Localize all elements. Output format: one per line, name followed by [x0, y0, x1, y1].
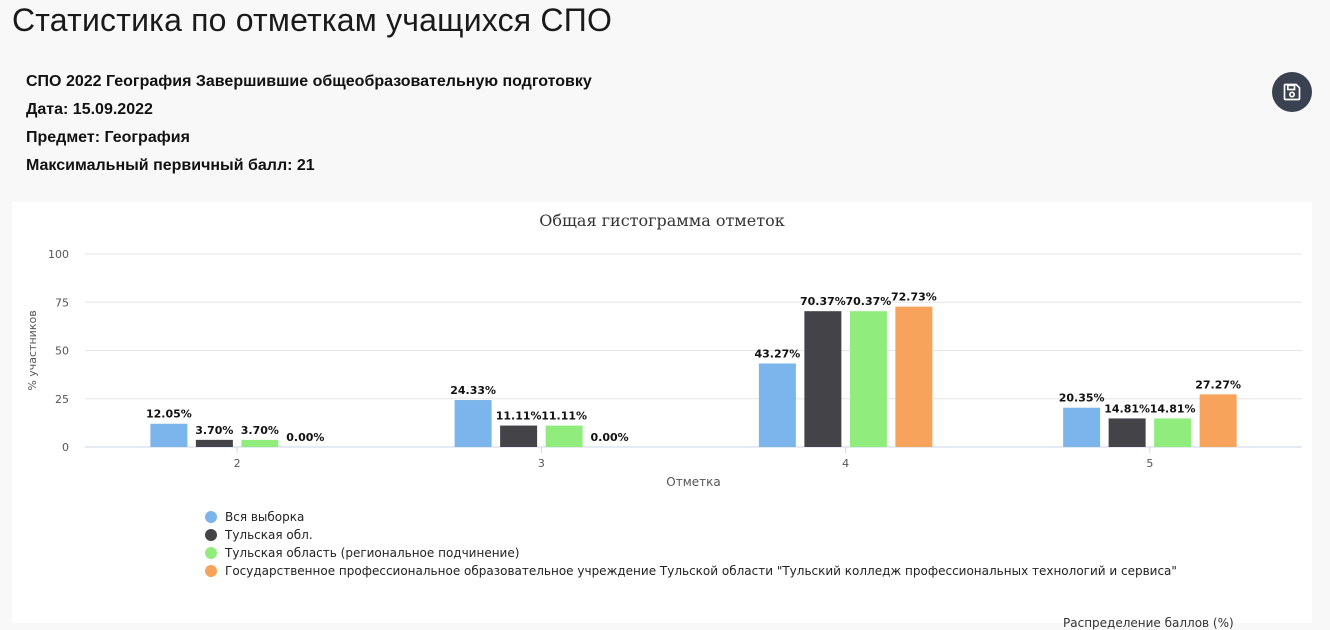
- legend-label: Государственное профессиональное образов…: [225, 564, 1177, 578]
- bar: [454, 400, 492, 447]
- legend-label: Тульская обл.: [225, 528, 313, 542]
- data-label: 72.73%: [891, 291, 937, 304]
- data-label: 27.27%: [1195, 378, 1241, 391]
- x-tick-label: 5: [1146, 457, 1153, 470]
- data-label: 11.11%: [496, 410, 542, 423]
- page-title: Статистика по отметкам учащихся СПО: [12, 2, 613, 38]
- legend-item[interactable]: Вся выборка: [205, 508, 1177, 526]
- grade-histogram-chart: Общая гистограмма отметок 0 25 50 75 100% уча…: [12, 202, 1312, 623]
- y-tick-label: 25: [55, 393, 69, 406]
- save-button[interactable]: [1272, 72, 1312, 112]
- y-tick-label: 100: [48, 248, 69, 261]
- bar: [1199, 394, 1237, 447]
- save-icon: [1283, 83, 1301, 101]
- data-label: 70.37%: [845, 295, 891, 308]
- legend-item[interactable]: Тульская обл.: [205, 526, 1177, 544]
- chart-legend: Вся выборка Тульская обл. Тульская область…: [205, 508, 1177, 580]
- y-axis-label: % участников: [26, 310, 39, 390]
- data-label: 14.81%: [1104, 402, 1150, 415]
- bar: [895, 306, 933, 447]
- bar: [500, 425, 538, 447]
- data-label: 0.00%: [286, 431, 324, 444]
- test-name: СПО 2022 География Завершившие общеобраз…: [26, 73, 592, 90]
- x-tick-label: 2: [234, 457, 241, 470]
- data-label: 0.00%: [591, 431, 629, 444]
- bar: [195, 439, 233, 447]
- data-label: 20.35%: [1059, 392, 1105, 405]
- data-label: 14.81%: [1150, 402, 1196, 415]
- bar: [804, 311, 842, 447]
- legend-marker: [205, 511, 217, 523]
- x-axis-label: Отметка: [666, 475, 720, 489]
- data-label: 24.33%: [450, 384, 496, 397]
- bar: [1108, 418, 1146, 447]
- bar: [241, 439, 279, 447]
- bar: [849, 311, 887, 447]
- y-tick-label: 50: [55, 345, 69, 358]
- data-label: 70.37%: [800, 295, 846, 308]
- bar: [1063, 407, 1101, 447]
- bar: [545, 425, 583, 447]
- test-info: СПО 2022 География Завершившие общеобраз…: [26, 70, 592, 182]
- test-date: Дата: 15.09.2022: [26, 101, 153, 118]
- bar: [1154, 418, 1192, 447]
- legend-marker: [205, 547, 217, 559]
- chart-title: Общая гистограмма отметок: [539, 211, 784, 230]
- y-tick-label: 0: [62, 441, 69, 454]
- footer-caption: Распределение баллов (%): [1063, 616, 1234, 630]
- data-label: 43.27%: [754, 347, 800, 360]
- legend-marker: [205, 565, 217, 577]
- bar: [758, 363, 796, 447]
- data-label: 3.70%: [241, 424, 279, 437]
- data-label: 3.70%: [195, 424, 233, 437]
- legend-item[interactable]: Государственное профессиональное образов…: [205, 562, 1177, 580]
- data-label: 11.11%: [541, 410, 587, 423]
- x-tick-label: 3: [538, 457, 545, 470]
- x-tick-label: 4: [842, 457, 849, 470]
- legend-label: Тульская область (региональное подчинени…: [225, 546, 520, 560]
- legend-marker: [205, 529, 217, 541]
- test-subject: Предмет: География: [26, 129, 190, 146]
- legend-item[interactable]: Тульская область (региональное подчинени…: [205, 544, 1177, 562]
- y-tick-label: 75: [55, 296, 69, 309]
- bar: [150, 423, 188, 447]
- legend-label: Вся выборка: [225, 510, 305, 524]
- data-label: 12.05%: [146, 408, 192, 421]
- max-score: Максимальный первичный балл: 21: [26, 157, 315, 174]
